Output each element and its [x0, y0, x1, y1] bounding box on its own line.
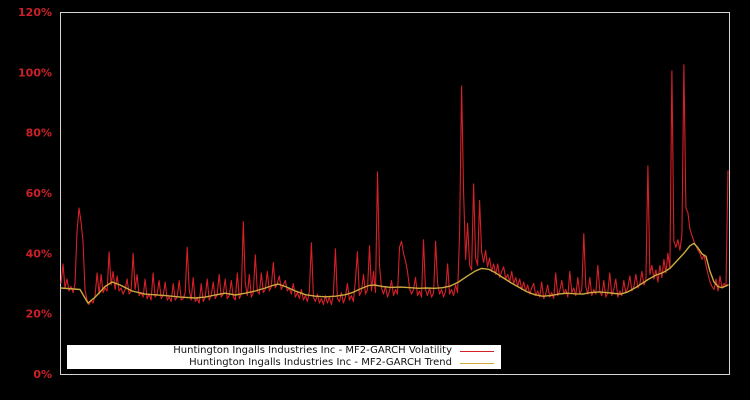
- y-tick-label-2: 40%: [26, 247, 52, 260]
- y-tick-label-3: 60%: [26, 187, 52, 200]
- y-tick-label-1: 20%: [26, 308, 52, 321]
- y-tick-label-5: 100%: [18, 66, 52, 79]
- legend-line-sample-trend: [460, 362, 494, 364]
- legend-entry-volatility: Huntington Ingalls Industries Inc - MF2-…: [67, 345, 494, 357]
- volatility-series-line: [60, 64, 729, 306]
- legend-label-volatility: Huntington Ingalls Industries Inc - MF2-…: [173, 345, 452, 356]
- legend-line-sample-volatility: [460, 350, 494, 352]
- legend-entry-trend: Huntington Ingalls Industries Inc - MF2-…: [67, 357, 494, 369]
- y-tick-label-4: 80%: [26, 127, 52, 140]
- y-tick-label-0: 0%: [33, 368, 52, 381]
- trend-series-line: [60, 242, 729, 304]
- plot-border: [60, 12, 730, 375]
- legend-label-trend: Huntington Ingalls Industries Inc - MF2-…: [189, 357, 452, 368]
- y-tick-label-6: 120%: [18, 6, 52, 19]
- legend: Huntington Ingalls Industries Inc - MF2-…: [67, 345, 501, 369]
